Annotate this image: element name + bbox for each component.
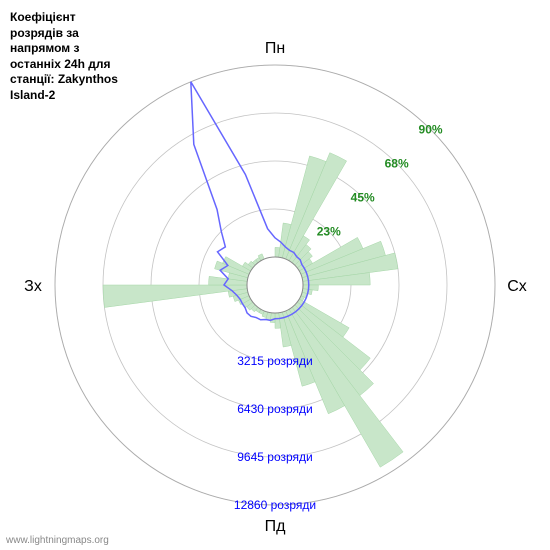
cardinal-n: Пн: [265, 40, 285, 57]
chart-title: Коефіцієнт розрядів за напрямом з останн…: [10, 10, 120, 104]
cardinal-w: Зх: [24, 278, 42, 295]
pct-label: 45%: [351, 190, 375, 204]
pct-label: 23%: [317, 224, 341, 238]
cardinal-s: Пд: [265, 518, 287, 535]
count-label: 9645 розряди: [237, 450, 313, 464]
pct-label: 68%: [385, 156, 409, 170]
count-label: 6430 розряди: [237, 402, 313, 416]
pct-label: 90%: [419, 122, 443, 136]
rose-bar: [103, 285, 247, 307]
count-label: 3215 розряди: [237, 354, 313, 368]
cardinal-e: Сх: [507, 278, 527, 295]
count-label: 12860 розряди: [234, 498, 316, 512]
